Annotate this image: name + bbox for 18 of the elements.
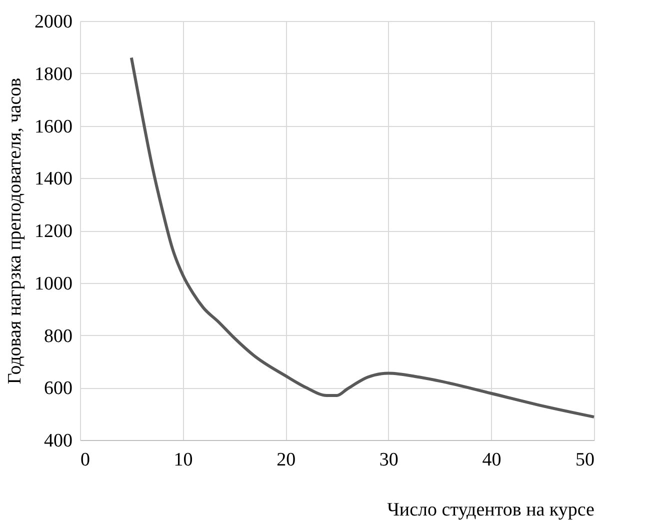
y-tick-label: 800 (44, 326, 72, 347)
x-tick-label: 10 (174, 450, 193, 470)
x-axis-title: Число студентов на курсе (387, 500, 594, 520)
y-tick-label: 1800 (34, 64, 72, 85)
x-tick-label: 0 (80, 450, 90, 470)
y-tick-label: 600 (44, 378, 72, 400)
x-tick-label: 20 (276, 450, 296, 470)
y-tick-label: 1400 (34, 168, 72, 190)
y-tick-label: 400 (44, 430, 72, 452)
y-tick-label: 1200 (34, 221, 72, 242)
y-tick-label: 1000 (34, 273, 72, 294)
y-axis-title: Годовая нагрзка преподователя, часов (4, 78, 26, 384)
x-tick-label: 40 (482, 450, 502, 470)
x-tick-label: 50 (576, 450, 594, 470)
y-tick-label: 1600 (34, 116, 72, 138)
y-tick-label: 2000 (34, 12, 72, 32)
x-tick-label: 30 (379, 450, 398, 470)
line-series (130, 56, 596, 418)
